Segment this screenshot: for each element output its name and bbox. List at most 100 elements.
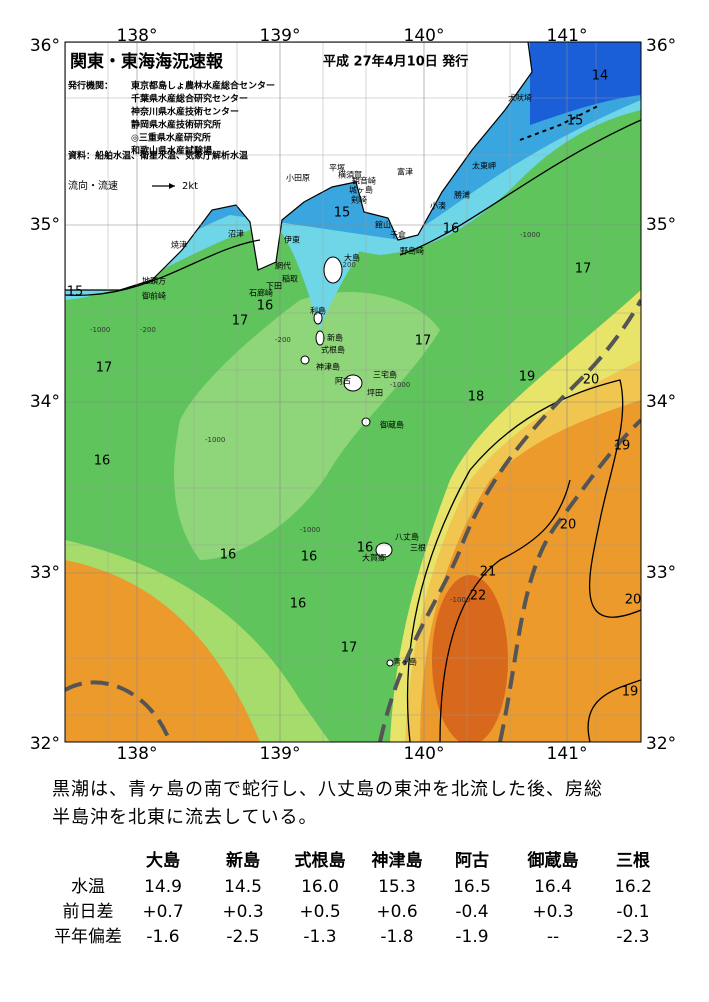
legend-unit: 2kt bbox=[182, 181, 198, 192]
depth-label: -1000 bbox=[520, 231, 540, 239]
place-name: 城ヶ島 bbox=[349, 185, 373, 195]
depth-label: -200 bbox=[275, 336, 291, 344]
table-cell: +0.3 bbox=[532, 902, 573, 922]
lat-label-left: 36° bbox=[30, 36, 60, 56]
place-name: 平塚 bbox=[329, 164, 345, 173]
map-area bbox=[65, 42, 641, 742]
place-name: 富津 bbox=[397, 167, 413, 177]
place-name: 焼津 bbox=[171, 240, 187, 250]
lat-label-right: 32° bbox=[646, 734, 676, 754]
table-header: 阿古 bbox=[455, 850, 489, 871]
place-name: 犬吠埼 bbox=[508, 93, 532, 103]
place-name: 阿古 bbox=[335, 376, 351, 386]
place-name: 三宅島 bbox=[373, 370, 397, 380]
lat-label-left: 32° bbox=[30, 734, 60, 754]
depth-label: -1000 bbox=[450, 596, 470, 604]
issuer: 静岡県水産技術研究所 bbox=[131, 119, 221, 131]
place-name: 太東岬 bbox=[472, 161, 496, 171]
row-label: 水温 bbox=[71, 877, 105, 897]
place-name: 勝浦 bbox=[454, 190, 470, 200]
place-name: 新島 bbox=[327, 333, 343, 343]
table-cell: 16.0 bbox=[301, 877, 339, 897]
place-name: 伊東 bbox=[284, 235, 300, 245]
isotherm-label: 16 bbox=[220, 548, 237, 563]
isotherm-label: 16 bbox=[301, 550, 318, 565]
lon-label-top: 141° bbox=[547, 26, 588, 46]
table-cell: +0.6 bbox=[376, 902, 417, 922]
place-name: 千倉 bbox=[390, 230, 406, 240]
place-name: 剣崎 bbox=[351, 195, 367, 205]
issuer: 東京都島しょ農林水産総合センター bbox=[131, 80, 275, 92]
place-name: 小田原 bbox=[286, 174, 310, 183]
issuer: 千葉県水産総合研究センター bbox=[131, 93, 248, 105]
lon-label-top: 140° bbox=[404, 26, 445, 46]
place-name: 小湊 bbox=[430, 201, 446, 211]
lat-label-right: 34° bbox=[646, 392, 676, 412]
table-header: 神津島 bbox=[372, 850, 423, 871]
depth-label: -1000 bbox=[90, 326, 110, 334]
isotherm-label: 18 bbox=[468, 390, 485, 405]
table-cell: 16.5 bbox=[453, 877, 491, 897]
place-name: 沼津 bbox=[228, 229, 244, 239]
table-cell: 16.4 bbox=[534, 877, 572, 897]
place-name: 神津島 bbox=[316, 362, 340, 372]
place-name: 三根 bbox=[410, 543, 426, 553]
place-name: 利島 bbox=[310, 306, 326, 316]
place-name: 地頭方 bbox=[142, 276, 166, 286]
table-cell: -1.3 bbox=[303, 927, 336, 947]
place-name: 野島崎 bbox=[400, 246, 424, 256]
isotherm-label: 20 bbox=[625, 593, 642, 608]
sea-warm-patch bbox=[174, 291, 441, 560]
isotherm-label: 16 bbox=[94, 454, 111, 469]
place-name: 八丈島 bbox=[395, 532, 419, 542]
table-cell: -1.6 bbox=[146, 927, 179, 947]
issuer-label: 発行機関： bbox=[67, 80, 113, 92]
lat-label-left: 33° bbox=[30, 563, 60, 583]
isotherm-label: 19 bbox=[622, 685, 639, 700]
isotherm-label: 19 bbox=[614, 439, 631, 454]
issuer: ◎三重県水産研究所 bbox=[131, 132, 211, 144]
place-name: 御前崎 bbox=[142, 291, 166, 301]
table-cell: +0.7 bbox=[142, 902, 183, 922]
sea-zone bbox=[65, 560, 260, 742]
lat-label-right: 35° bbox=[646, 215, 676, 235]
table-cell: 16.2 bbox=[614, 877, 652, 897]
table-cell: +0.5 bbox=[299, 902, 340, 922]
row-label: 前日差 bbox=[63, 902, 114, 922]
place-name: 大賀郷 bbox=[362, 553, 386, 563]
isotherm-label: 16 bbox=[357, 541, 374, 556]
isotherm-label: 14 bbox=[592, 69, 609, 84]
place-name: 坪田 bbox=[367, 389, 383, 398]
isotherms bbox=[65, 119, 641, 742]
place-name: 石廊崎 bbox=[249, 288, 273, 298]
lon-label-top: 138° bbox=[117, 26, 158, 46]
lon-label-top: 139° bbox=[260, 26, 301, 46]
isotherm-label: 22 bbox=[470, 589, 487, 604]
depth-label: -1000 bbox=[205, 436, 225, 444]
place-name: 稲取 bbox=[282, 274, 298, 284]
isotherm-label: 19 bbox=[519, 370, 536, 385]
map-frame bbox=[64, 41, 642, 743]
issuer: 神奈川県水産技術センター bbox=[131, 106, 239, 118]
isotherm-label: 20 bbox=[560, 518, 577, 533]
table-cell: -- bbox=[547, 927, 559, 947]
sea-zone bbox=[280, 230, 360, 330]
place-name: 館山 bbox=[375, 220, 391, 230]
table-header: 新島 bbox=[226, 850, 260, 871]
row-label: 平年偏差 bbox=[54, 927, 122, 947]
table-cell: -1.8 bbox=[380, 927, 413, 947]
table-header: 御蔵島 bbox=[527, 850, 579, 871]
lat-label-left: 35° bbox=[30, 215, 60, 235]
depth-label: -1000 bbox=[390, 381, 410, 389]
issuer: 和歌山県水産試験場 bbox=[130, 145, 212, 157]
isotherm-label: 16 bbox=[443, 222, 460, 237]
lon-label-bottom: 140° bbox=[404, 744, 445, 764]
place-name: 観音崎 bbox=[352, 176, 376, 186]
legend-arrow-head bbox=[169, 183, 175, 189]
lon-label-bottom: 139° bbox=[260, 744, 301, 764]
isotherm-label: 15 bbox=[334, 206, 351, 221]
table-cell: 15.3 bbox=[378, 877, 416, 897]
isotherm-label: 15 bbox=[67, 285, 84, 300]
